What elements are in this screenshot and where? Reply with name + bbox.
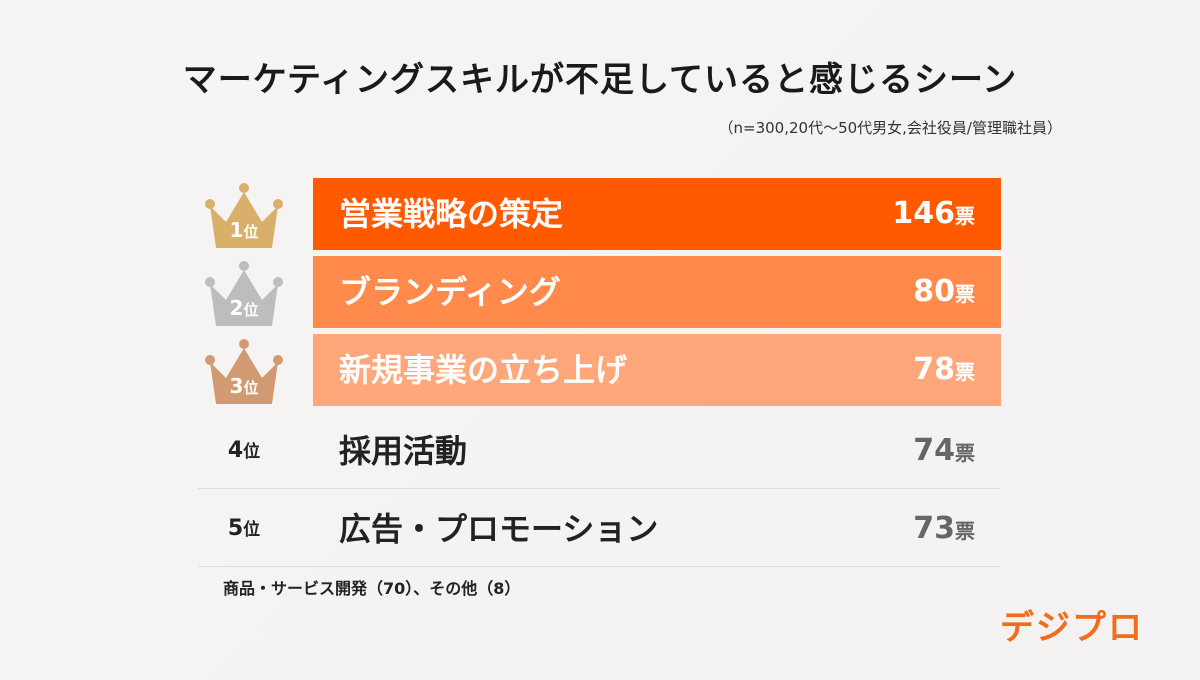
bar: 営業戦略の策定 146票 bbox=[313, 178, 1001, 250]
brand-logo: デジプロ bbox=[1000, 608, 1144, 648]
data-label: 73票 bbox=[913, 511, 975, 546]
crown-icon: 3位 bbox=[198, 332, 290, 408]
crown-icon: 2位 bbox=[198, 254, 290, 330]
category-label: 広告・プロモーション bbox=[339, 510, 659, 548]
rank-label: 5位 bbox=[227, 516, 261, 541]
data-label: 78票 bbox=[913, 352, 975, 387]
sample-note: （n=300,20代〜50代男女,会社役員/管理職社員） bbox=[718, 119, 1062, 137]
rank-label: 1位 bbox=[229, 218, 259, 242]
data-label: 74票 bbox=[913, 433, 975, 468]
list-item: 5位 広告・プロモーション 73票 bbox=[198, 490, 1001, 567]
rank-label: 2位 bbox=[229, 296, 259, 320]
category-label: ブランディング bbox=[339, 273, 561, 311]
category-label: 営業戦略の策定 bbox=[339, 195, 564, 233]
data-label: 146票 bbox=[892, 196, 975, 231]
rank-label: 4位 bbox=[227, 438, 261, 463]
bar: ブランディング 80票 bbox=[313, 256, 1001, 328]
others-note: 商品・サービス開発（70）、その他（8） bbox=[223, 579, 521, 598]
list-item: 4位 採用活動 74票 bbox=[198, 412, 1001, 489]
bar: 新規事業の立ち上げ 78票 bbox=[313, 334, 1001, 406]
category-label: 採用活動 bbox=[339, 432, 468, 470]
crown-icon: 1位 bbox=[198, 176, 290, 252]
chart-title: マーケティングスキルが不足していると感じるシーン bbox=[182, 60, 1018, 100]
rank-label: 3位 bbox=[229, 374, 259, 398]
data-label: 80票 bbox=[913, 274, 975, 309]
category-label: 新規事業の立ち上げ bbox=[339, 351, 628, 389]
